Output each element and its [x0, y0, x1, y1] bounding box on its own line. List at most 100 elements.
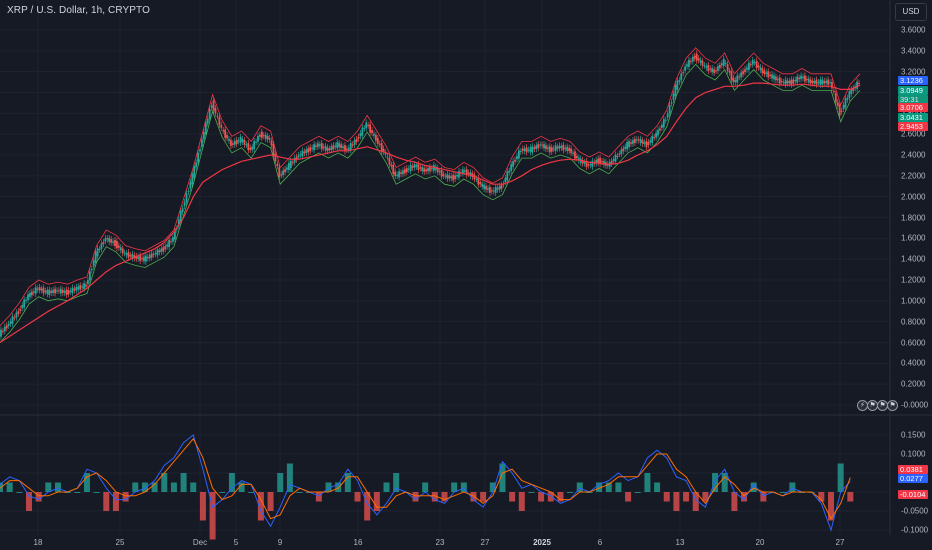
candle-body [838, 104, 841, 116]
candle-body [856, 81, 859, 89]
candle-body [83, 283, 85, 289]
candle-body [104, 238, 107, 242]
candle-body [177, 219, 180, 226]
price-axis-label: 1.8000 [901, 213, 926, 222]
candle-body [119, 247, 122, 251]
candle-body [661, 124, 663, 128]
histogram-bar [257, 492, 264, 521]
candle-body [564, 147, 567, 149]
candle-body [684, 66, 687, 71]
candle-body [510, 164, 513, 171]
candle-body [96, 248, 99, 257]
candle-body [139, 255, 142, 261]
histogram-bar [122, 492, 129, 502]
histogram-bar [132, 482, 139, 492]
candle-body [276, 163, 279, 167]
candle-body [747, 62, 750, 70]
candle-body [442, 174, 445, 176]
candle-body [635, 139, 638, 141]
histogram-bar [721, 473, 728, 492]
currency-button[interactable]: USD [895, 3, 927, 21]
candle-body [156, 249, 159, 256]
candle-body [535, 145, 538, 149]
candle-body [5, 325, 8, 329]
candle-body [852, 87, 855, 91]
candle-body [707, 65, 710, 72]
candle-body [527, 149, 530, 151]
signal-line [0, 437, 851, 520]
candle-body [3, 326, 6, 332]
candle-body [50, 290, 53, 293]
candle-body [374, 135, 377, 141]
flag-icon[interactable]: ⚑ [887, 400, 898, 411]
candle-body [676, 80, 679, 90]
price-badge: 3.0431 [898, 113, 928, 122]
histogram-bar [209, 492, 216, 540]
candle-body [842, 105, 845, 110]
time-axis-label: 23 [435, 538, 445, 547]
candle-body [490, 190, 493, 192]
candle-body [23, 299, 26, 308]
candle-body [632, 140, 634, 144]
candle-body [311, 147, 314, 149]
candle-body [749, 64, 752, 66]
candle-body [662, 119, 665, 128]
candle-body [299, 153, 302, 155]
candle-body [185, 193, 188, 203]
candle-body [570, 148, 572, 154]
candle-body [257, 136, 259, 142]
candle-body [36, 288, 39, 290]
candle-body [440, 170, 443, 177]
candle-body [614, 154, 617, 162]
candle-body [266, 136, 269, 140]
candle-body [637, 139, 640, 141]
candle-body [539, 144, 542, 146]
candle-body [811, 80, 814, 84]
candle-body [846, 97, 849, 100]
candle-body [46, 290, 49, 295]
candle-body [170, 241, 172, 243]
candle-body [840, 110, 843, 112]
candle-body [293, 157, 296, 163]
candle-body [473, 174, 476, 180]
candle-body [463, 170, 466, 172]
candle-body [546, 147, 549, 149]
candle-body [639, 138, 642, 143]
histogram-bar [344, 473, 351, 492]
candle-body [438, 171, 441, 173]
candle-body [825, 80, 828, 84]
candle-body [87, 280, 89, 284]
price-axis-label: 0.8000 [901, 317, 926, 327]
candle-body [800, 75, 802, 80]
candle-body [56, 290, 58, 292]
candle-body [545, 145, 547, 149]
candle-body [291, 162, 294, 164]
candle-body [398, 171, 400, 178]
candle-body [114, 240, 116, 247]
candle-body [63, 290, 66, 293]
histogram-bar [93, 492, 100, 493]
candle-body [423, 168, 426, 172]
candle-body [514, 159, 516, 162]
time-axis-label: 25 [115, 538, 125, 547]
price-axis-label: 0.6000 [901, 338, 926, 347]
candle-body [202, 132, 205, 140]
candle-body [701, 61, 704, 66]
candle-body [548, 146, 551, 153]
candle-body [52, 290, 55, 293]
candle-body [697, 58, 700, 61]
candle-body [259, 134, 261, 137]
candle-body [581, 160, 584, 164]
candle-body [239, 136, 242, 143]
candle-body [603, 160, 605, 165]
candle-body [552, 148, 555, 150]
candle-body [452, 175, 455, 181]
candle-body [688, 59, 690, 67]
histogram-bar [634, 492, 641, 493]
histogram-bar [267, 492, 274, 511]
candle-body [11, 316, 14, 324]
candle-body [235, 140, 238, 144]
histogram-bar [16, 492, 23, 493]
candle-body [775, 76, 777, 81]
